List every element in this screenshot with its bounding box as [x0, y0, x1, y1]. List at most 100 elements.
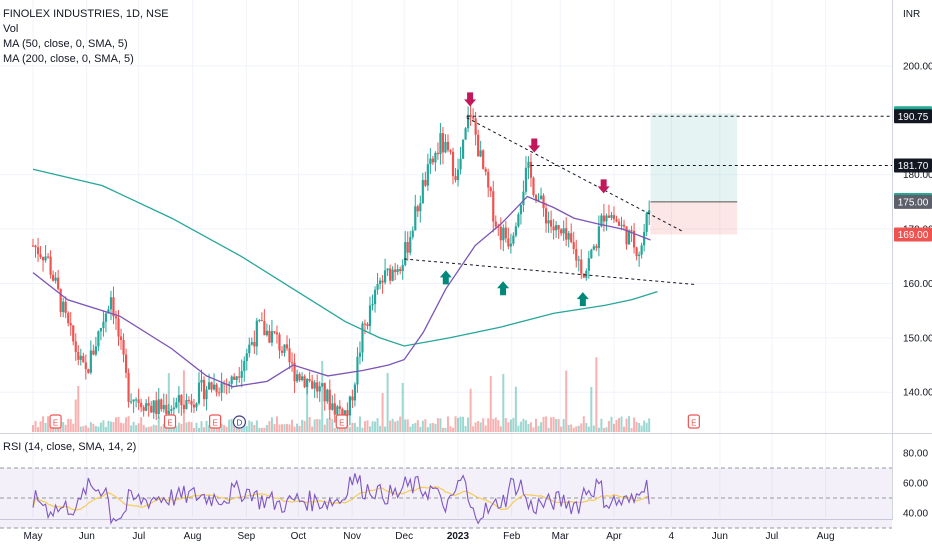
volume-legend[interactable]: Vol — [3, 23, 19, 35]
candle — [278, 334, 281, 351]
volume-bar — [519, 421, 522, 432]
candle — [597, 226, 600, 248]
candle — [492, 191, 495, 222]
candle — [630, 230, 633, 232]
volume-bar — [102, 420, 105, 432]
candle — [207, 382, 211, 390]
price-label: 181.70 — [898, 161, 929, 172]
volume-bar — [406, 419, 409, 432]
volume-bar — [535, 418, 538, 432]
volume-bar — [127, 416, 130, 432]
volume-bar — [253, 425, 256, 432]
candle — [449, 150, 452, 152]
candle — [419, 203, 422, 212]
candle — [197, 382, 201, 404]
candle — [532, 177, 535, 196]
volume-bar — [255, 420, 258, 432]
candle — [177, 395, 180, 403]
candle — [288, 348, 291, 363]
candle — [321, 383, 324, 387]
volume-bar — [577, 425, 580, 432]
candle — [195, 403, 198, 408]
candle — [560, 229, 563, 234]
volume-bar — [502, 373, 505, 432]
candle — [487, 171, 490, 188]
volume-bar — [223, 424, 226, 432]
candle — [482, 150, 485, 169]
candle — [270, 331, 274, 343]
candle — [69, 323, 72, 326]
candle — [145, 403, 148, 411]
candle — [52, 274, 55, 281]
candle — [107, 309, 110, 314]
symbol-legend[interactable]: FINOLEX INDUSTRIES, 1D, NSE — [3, 8, 169, 20]
volume-bar — [504, 418, 507, 432]
candle — [555, 225, 558, 231]
candle — [502, 227, 505, 241]
volume-bar — [436, 418, 439, 432]
candle — [152, 400, 155, 413]
volume-bar — [605, 427, 608, 432]
candle — [366, 323, 369, 326]
candle — [135, 399, 138, 401]
ma200-legend[interactable]: MA (200, close, 0, SMA, 5) — [3, 53, 134, 65]
volume-bar — [203, 427, 206, 432]
volume-bar — [120, 422, 123, 432]
volume-bar — [308, 417, 311, 432]
volume-bar — [545, 416, 548, 432]
candle — [155, 400, 158, 415]
candle — [46, 256, 50, 258]
volume-bar — [288, 424, 291, 432]
volume-bar — [567, 424, 570, 432]
candle — [245, 353, 248, 362]
volume-bar — [610, 416, 613, 432]
volume-bar — [270, 417, 273, 432]
volume-bar — [426, 427, 429, 432]
candle — [104, 313, 108, 322]
candle — [461, 139, 465, 159]
volume-bar — [602, 427, 605, 432]
candle — [607, 215, 611, 218]
volume-bar — [404, 419, 407, 432]
volume-bar — [457, 417, 460, 432]
volume-bar — [137, 423, 140, 432]
candle — [293, 362, 296, 382]
candle — [67, 312, 70, 324]
volume-bar — [333, 427, 336, 432]
volume-bar — [514, 386, 517, 432]
candle — [346, 410, 349, 416]
rsi-legend[interactable]: RSI (14, close, SMA, 14, 2) — [3, 441, 137, 453]
candle — [265, 330, 268, 336]
ma50-legend[interactable]: MA (50, close, 0, SMA, 5) — [3, 38, 128, 50]
volume-bar — [394, 421, 397, 432]
volume-bar — [69, 419, 72, 432]
volume-bar — [489, 376, 492, 432]
candle — [290, 362, 294, 364]
x-tick-label: Jul — [132, 531, 145, 542]
x-tick-label: Nov — [343, 531, 361, 542]
candle — [295, 374, 299, 382]
volume-bar — [590, 386, 593, 432]
volume-bar — [550, 417, 553, 432]
candle — [552, 226, 555, 231]
candle — [180, 395, 183, 406]
volume-bar — [434, 423, 437, 432]
volume-bar — [439, 418, 442, 432]
volume-bar — [167, 373, 170, 432]
candle — [416, 206, 419, 212]
volume-bar — [507, 422, 510, 432]
candle — [162, 404, 165, 410]
candle — [31, 245, 35, 247]
volume-bar — [306, 378, 309, 432]
arrow-up-icon — [497, 281, 510, 296]
volume-bar — [107, 420, 110, 432]
volume-bar — [487, 418, 490, 432]
volume-bar — [316, 418, 319, 432]
price-label-box — [894, 194, 932, 209]
candle — [587, 258, 590, 271]
x-tick-label: Feb — [503, 531, 521, 542]
candle — [620, 224, 623, 226]
candle — [57, 277, 60, 289]
volume-bar — [318, 419, 321, 432]
